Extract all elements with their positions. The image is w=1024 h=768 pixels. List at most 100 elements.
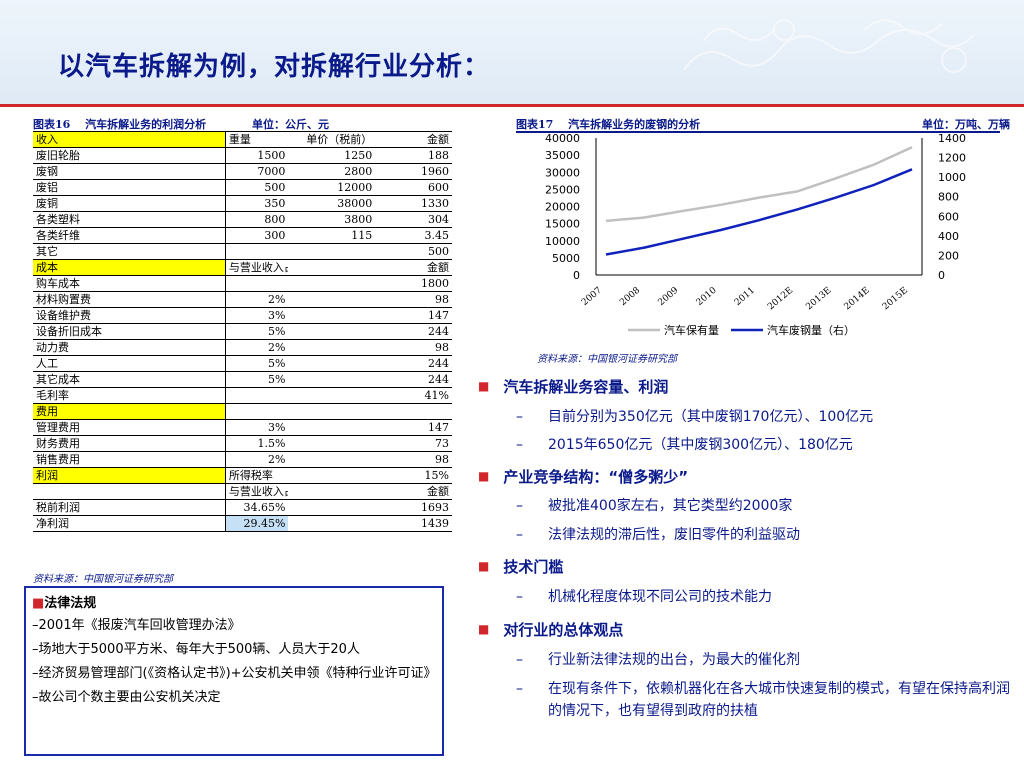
y-left-tick-label: 10000 — [545, 235, 580, 248]
y-right-tick-label: 600 — [938, 210, 959, 223]
table-cell: 税前利润 — [33, 499, 226, 516]
table-cell: 29.45% — [225, 515, 289, 532]
chart17-unit: 单位：万吨、万辆 — [922, 118, 1010, 131]
table-row: 废钢 7000 2800 1960 — [33, 163, 452, 180]
table-cell: 5% — [225, 355, 289, 372]
table-cell: 244 — [375, 371, 452, 388]
table-cell: 600 — [375, 179, 452, 196]
legal-item: –经济贸易管理部门(《资格认定书》)+公安机关申领《特种行业许可证》 — [32, 666, 437, 681]
x-tick-label: 2009 — [656, 285, 680, 308]
series-line-vehicle-stock — [605, 146, 913, 223]
chart17-title: 图表17 汽车拆解业务的废钢的分析 — [516, 118, 701, 131]
x-tick-label: 2011 — [733, 286, 757, 308]
table-cell: 人工 — [33, 355, 226, 372]
table-cell: 废钢 — [33, 163, 226, 180]
table-cell: 2% — [225, 451, 289, 468]
table-cell: 3800 — [288, 211, 376, 228]
table-cell — [288, 435, 376, 452]
table-cell: 1960 — [375, 163, 452, 180]
table-cell: 800 — [225, 211, 289, 228]
table-cell — [225, 275, 289, 292]
table-cell: 金额 — [375, 259, 452, 276]
legal-box: ■法律法规 –2001年《报废汽车回收管理办法》 –场地大于5000平方米、每年… — [24, 586, 444, 756]
x-tick-label: 2008 — [618, 285, 642, 308]
table-row: 成本与营业收入占比 金额 — [33, 259, 452, 276]
sub-bullet: – 在现有条件下，依赖机器化在各大城市快速复制的模式，有望在保持高利润的情况下，也… — [516, 681, 1010, 719]
header-divider — [0, 104, 1024, 107]
table-cell: 350 — [225, 195, 289, 212]
y-left-tick-label: 20000 — [545, 201, 580, 214]
bullet-capacity-profit: ■ 汽车拆解业务容量、利润 — [478, 378, 669, 396]
table-cell: 300 — [225, 227, 289, 244]
table-cell: 500 — [375, 243, 452, 260]
table-cell: 2800 — [288, 163, 376, 180]
y-left-tick-label: 30000 — [545, 166, 580, 179]
table-cell: 重量 — [225, 131, 289, 148]
table-cell: 与营业收入占比 — [225, 259, 289, 276]
y-right-tick-label: 1400 — [938, 134, 966, 145]
table-cell: 1250 — [288, 147, 376, 164]
table-cell: 147 — [375, 419, 452, 436]
x-tick-label: 2014E — [843, 286, 872, 313]
sub-bullet: – 法律法规的滞后性，废旧零件的利益驱动 — [516, 527, 800, 543]
table-cell: 与营业收入占比 — [225, 483, 289, 500]
table-cell — [225, 403, 289, 420]
table-row: 材料购置费 2% 98 — [33, 291, 452, 308]
table-cell: 2% — [225, 339, 289, 356]
table-cell — [288, 339, 376, 356]
table-cell: 财务费用 — [33, 435, 226, 452]
table-cell — [288, 403, 376, 420]
table-cell: 115 — [288, 227, 376, 244]
table16-unit: 单位：公斤、元 — [251, 118, 329, 131]
table-cell — [288, 291, 376, 308]
sub-bullet: –2015年650亿元（其中废钢300亿元）、180亿元 — [516, 437, 853, 453]
y-right-tick-label: 1200 — [938, 152, 966, 165]
bullet-tech-barrier: ■ 技术门槛 — [478, 558, 564, 576]
table-cell: 15% — [375, 467, 452, 484]
sub-bullet: – 目前分别为350亿元（其中废钢170亿元）、100亿元 — [516, 409, 874, 425]
table16-title: 图表16 汽车拆解业务的利润分析 — [33, 118, 207, 131]
table-row: 其它成本 5% 244 — [33, 371, 452, 388]
table-cell: 各类塑料 — [33, 211, 226, 228]
table-row: 收入 重量 单价（税前） 金额 — [33, 131, 452, 148]
table-cell — [225, 243, 289, 260]
table-cell: 1693 — [375, 499, 452, 516]
sub-bullet: – 机械化程度体现不同公司的技术能力 — [516, 589, 772, 605]
table-cell: 材料购置费 — [33, 291, 226, 308]
table-cell — [288, 451, 376, 468]
table-cell — [288, 515, 376, 532]
table-cell: 304 — [375, 211, 452, 228]
cloud-pattern-decoration — [683, 19, 975, 73]
y-right-tick-label: 200 — [938, 249, 959, 262]
table-row: 销售费用 2% 98 — [33, 451, 452, 468]
table-row: 废铝 500 12000 600 — [33, 179, 452, 196]
sub-bullet: – 行业新法律法规的出台，为最大的催化剂 — [516, 652, 800, 668]
table-row: 设备维护费 3% 147 — [33, 307, 452, 324]
bullet-overall-view: ■ 对行业的总体观点 — [478, 621, 624, 639]
table-row: 设备折旧成本 5% 244 — [33, 323, 452, 340]
table-row: 毛利率 41% — [33, 387, 452, 404]
table16-source: 资料来源：中国银河证券研究部 — [33, 574, 173, 585]
series-line-scrap-steel — [605, 168, 913, 256]
table-row: 税前利润 34.65% 1693 — [33, 499, 452, 516]
table-cell: 毛利率 — [33, 387, 226, 404]
table-cell: 1500 — [225, 147, 289, 164]
y-left-tick-label: 40000 — [545, 134, 580, 145]
table-cell — [375, 403, 452, 420]
table16-caption: 图表16 汽车拆解业务的利润分析 单位：公斤、元 — [33, 116, 329, 132]
table-cell: 244 — [375, 323, 452, 340]
table-cell: 188 — [375, 147, 452, 164]
table-cell: 金额 — [375, 483, 452, 500]
table-cell: 1800 — [375, 275, 452, 292]
table-cell: 收入 — [33, 131, 226, 148]
table-cell — [288, 387, 376, 404]
x-tick-label: 2013E — [804, 286, 833, 313]
y-left-tick-label: 0 — [573, 269, 580, 282]
table-cell: 5% — [225, 371, 289, 388]
table-row: 废旧轮胎 1500 1250 188 — [33, 147, 452, 164]
table-cell — [288, 419, 376, 436]
table-cell: 净利润 — [33, 515, 226, 532]
table-cell: 销售费用 — [33, 451, 226, 468]
table-cell: 设备维护费 — [33, 307, 226, 324]
table-cell: 98 — [375, 451, 452, 468]
